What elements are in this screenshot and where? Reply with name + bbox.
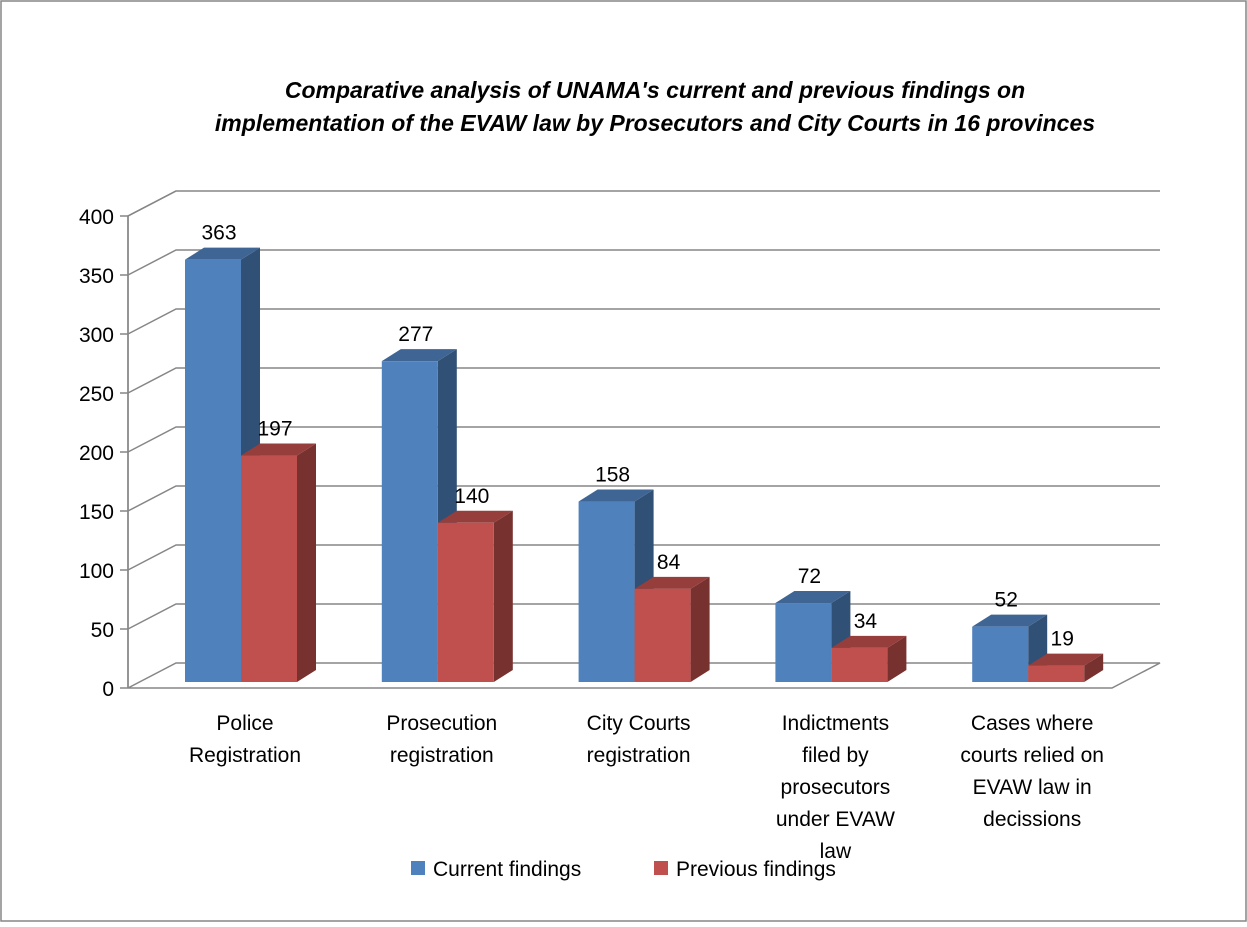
bar-side — [1084, 653, 1104, 682]
data-label: 158 — [595, 464, 630, 487]
y-tick-label: 200 — [79, 442, 114, 465]
chart-title-line: implementation of the EVAW law by Prosec… — [215, 110, 1095, 136]
gridline — [127, 308, 1160, 335]
gridline — [127, 485, 1160, 512]
bar — [1028, 665, 1085, 682]
bar — [775, 603, 832, 682]
chart-title-line: Comparative analysis of UNAMA's current … — [285, 77, 1025, 103]
y-axis: 0 50 100 150 200 250 300 350 400 — [79, 206, 129, 701]
data-label: 140 — [454, 485, 489, 508]
data-label: 72 — [798, 565, 821, 588]
chart-title: Comparative analysis of UNAMA's current … — [215, 77, 1095, 136]
y-tick-label: 150 — [79, 501, 114, 524]
x-tick-label: Cases where — [971, 712, 1094, 735]
bar-side — [493, 510, 513, 682]
data-labels: 363 197 277 140 158 84 72 34 52 19 — [201, 222, 1073, 651]
x-tick-label: Registration — [189, 744, 301, 767]
data-label: 19 — [1051, 628, 1074, 651]
data-label: 34 — [854, 610, 878, 633]
y-tick-label: 400 — [79, 206, 114, 229]
bar-top — [775, 591, 851, 604]
y-tick-label: 50 — [91, 619, 114, 642]
bar-top — [831, 635, 907, 648]
bar — [831, 647, 888, 682]
data-label: 197 — [257, 418, 292, 441]
x-tick-label: Prosecution — [386, 712, 497, 735]
x-tick-label: courts relied on — [960, 744, 1104, 767]
legend: Current findings Previous findings — [411, 858, 836, 881]
gridline — [127, 249, 1160, 276]
gridline — [127, 190, 1160, 217]
x-axis: Police Registration Prosecution registratio… — [189, 712, 1104, 863]
x-tick-label: City Courts — [587, 712, 691, 735]
legend-label: Current findings — [433, 858, 581, 881]
bar — [578, 501, 635, 682]
x-tick-label: registration — [587, 744, 691, 767]
x-tick-label: filed by — [802, 744, 869, 767]
y-tick-label: 0 — [102, 678, 114, 701]
bar-side — [690, 576, 710, 682]
x-tick-label: registration — [390, 744, 494, 767]
bar — [437, 522, 494, 682]
x-tick-label: Police — [216, 712, 273, 735]
data-label: 363 — [201, 222, 236, 245]
bar-side — [297, 443, 316, 682]
bar-top — [972, 614, 1048, 627]
legend-swatch — [654, 861, 668, 875]
bar-top — [1028, 653, 1104, 666]
y-tick-label: 100 — [79, 560, 114, 583]
legend-swatch — [411, 861, 425, 875]
bar — [634, 588, 691, 682]
x-tick-label: Indictments — [782, 712, 889, 735]
bar-top — [634, 576, 710, 589]
floor — [127, 662, 1161, 689]
gridline — [127, 367, 1160, 394]
bars — [185, 247, 1104, 682]
gridline — [127, 426, 1160, 453]
y-tick-label: 250 — [79, 383, 114, 406]
bar-top — [185, 247, 260, 260]
bar-side — [887, 635, 907, 682]
data-label: 277 — [398, 323, 433, 346]
x-tick-label: law — [820, 840, 852, 863]
x-tick-label: prosecutors — [781, 776, 891, 799]
data-label: 52 — [995, 589, 1018, 612]
gridline — [127, 544, 1160, 571]
bar — [972, 626, 1029, 682]
bar — [185, 259, 241, 682]
y-tick-label: 300 — [79, 324, 114, 347]
x-tick-label: under EVAW — [776, 808, 895, 831]
bar — [381, 361, 438, 682]
bar — [241, 455, 297, 682]
data-label: 84 — [657, 551, 681, 574]
bar-top — [241, 443, 316, 456]
x-tick-label: EVAW law in — [973, 776, 1092, 799]
bar-top — [381, 349, 457, 362]
bar-top — [578, 489, 654, 502]
y-tick-label: 350 — [79, 265, 114, 288]
x-tick-label: decissions — [983, 808, 1081, 831]
bar-top — [437, 510, 513, 523]
legend-label: Previous findings — [676, 858, 836, 881]
